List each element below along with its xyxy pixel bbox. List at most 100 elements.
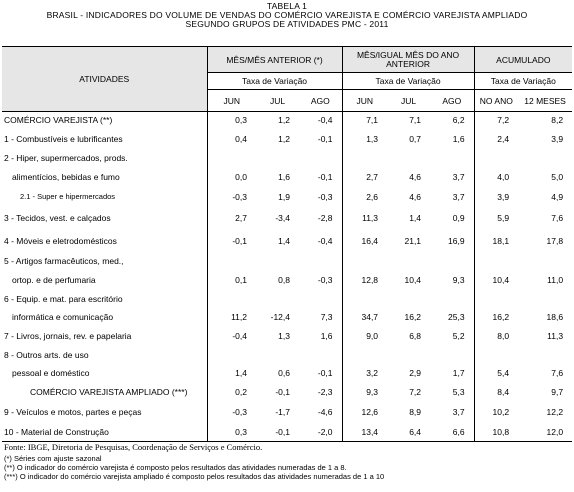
value-cell: 16,4: [361, 235, 379, 246]
value-cell: 10,2: [492, 407, 510, 417]
table-row: ortop. e de perfumaria 0,1 0,8 -0,3 12,8 10,4…: [2, 270, 572, 290]
value-cell: 1,6: [430, 128, 475, 149]
value-cell: -0,3: [299, 186, 343, 207]
value-cell: [207, 290, 256, 308]
value-cell: 16,9: [430, 229, 475, 252]
value-cell: [342, 252, 387, 271]
value-cell: [387, 149, 430, 168]
value-cell: 1,2: [278, 133, 290, 144]
row-label: 2.1 - Super e hipermercados: [2, 186, 208, 207]
value-cell: [342, 149, 387, 168]
value-cell: 0,2: [235, 386, 247, 397]
row-label: 3 - Tecidos, vest. e calçados: [2, 206, 208, 230]
month-header: AGO: [430, 89, 475, 112]
value-cell: 18,6: [546, 311, 564, 322]
table-row: COMÉRCIO VAREJISTA (**) 0,3 1,2 -0,4 7,1 7,1 6…: [2, 111, 572, 129]
month-header: AGO: [299, 89, 343, 112]
value-cell: 9,3: [430, 270, 475, 290]
value-cell: 21,1: [404, 235, 422, 246]
value-cell: 0,7: [409, 133, 422, 144]
value-cell: [299, 289, 343, 308]
row-label: 5 - Artigos farmacêuticos, med.,: [2, 251, 208, 271]
table-title: TABELA 1: [266, 1, 308, 11]
value-cell: 25,3: [430, 307, 475, 326]
value-cell: 9,7: [551, 386, 564, 397]
value-cell: 12,2: [546, 407, 564, 417]
row-label: 1 - Combustíveis e lubrificantes: [2, 128, 208, 149]
value-cell: 2,9: [409, 367, 422, 378]
value-cell: 11,3: [547, 330, 564, 341]
value-cell: 34,7: [361, 311, 379, 322]
value-cell: 12,6: [361, 407, 379, 417]
value-cell: [430, 148, 475, 168]
value-cell: 3,9: [497, 191, 510, 202]
value-cell: [299, 251, 343, 271]
value-cell: 3,7: [430, 401, 475, 423]
value-cell: 8,0: [497, 330, 510, 341]
value-cell: 3,2: [366, 367, 379, 378]
value-cell: -4,6: [299, 401, 343, 423]
value-cell: -0,3: [232, 407, 247, 417]
value-cell: 0,1: [235, 275, 247, 285]
value-cell: 0,9: [430, 206, 475, 230]
value-cell: -1,7: [275, 407, 290, 417]
month-header: JUN: [342, 89, 388, 112]
row-label: pessoal e doméstico: [2, 363, 208, 382]
table-row: 10 - Material de Construção 0,3 -0,1 -2,0 13…: [2, 422, 573, 442]
value-cell: [430, 289, 475, 308]
table-row: 2 - Hiper, supermercados, prods.: [2, 148, 572, 168]
row-label: 6 - Equip. e mat. para escritório: [2, 289, 208, 308]
value-cell: -0,1: [299, 128, 343, 149]
value-cell: 4,0: [497, 172, 510, 182]
group-mes-ano-anterior: MÊS/IGUAL MÊS DO ANO ANTERIOR: [342, 46, 475, 73]
value-cell: 18,1: [492, 235, 510, 246]
value-cell: 8,9: [409, 407, 422, 417]
row-label: COMÉRCIO VAREJISTA AMPLIADO (***): [2, 381, 208, 402]
value-cell: 4,9: [551, 191, 564, 202]
value-cell: 12,8: [361, 275, 379, 285]
value-cell: 5,9: [497, 213, 510, 223]
value-cell: 11,2: [231, 311, 247, 322]
value-cell: [474, 149, 518, 168]
value-cell: 0,3: [207, 422, 256, 442]
table-row: 9 - Veículos e motos, partes e peças -0,3…: [2, 401, 572, 423]
value-cell: [342, 346, 387, 364]
value-cell: -12,4: [270, 311, 290, 322]
value-cell: -2,0: [299, 422, 343, 442]
value-cell: -0,1: [232, 235, 247, 246]
value-cell: [474, 346, 518, 364]
value-cell: 16,2: [404, 311, 422, 322]
footer-source: Fonte: IBGE, Diretoria de Pesquisas, Coo…: [4, 442, 263, 452]
value-cell: 1,9: [278, 191, 290, 202]
value-cell: [207, 346, 256, 364]
row-label: ortop. e de perfumaria: [2, 270, 208, 290]
table-row: 1 - Combustíveis e lubrificantes 0,4 1,2 -0…: [2, 128, 572, 149]
value-cell: 6,2: [430, 111, 475, 129]
value-cell: -0,1: [299, 167, 343, 187]
value-cell: 7,1: [409, 115, 422, 126]
value-cell: -0,1: [256, 422, 299, 442]
value-cell: -2,8: [299, 206, 343, 230]
table-row: pessoal e doméstico 1,4 0,6 -0,1 3,2 2,9 1,7 5,…: [2, 363, 572, 382]
value-cell: 0,3: [235, 115, 247, 126]
footer-note-2: (**) O indicador do comércio varejista é…: [4, 463, 347, 472]
value-cell: 7,3: [299, 307, 343, 326]
value-cell: 5,0: [551, 172, 564, 182]
table-row: 6 - Equip. e mat. para escritório: [2, 289, 572, 308]
value-cell: 4,6: [409, 191, 422, 202]
value-cell: [387, 252, 430, 271]
value-cell: -0,4: [299, 111, 343, 129]
table-subtitle: BRASIL - INDICADORES DO VOLUME DE VENDAS…: [46, 10, 528, 20]
value-cell: 12,0: [518, 422, 573, 442]
value-cell: -0,3: [299, 270, 343, 290]
value-cell: 4,6: [409, 172, 422, 182]
value-cell: [207, 149, 256, 168]
value-cell: [518, 252, 572, 271]
value-cell: 6,6: [430, 422, 475, 442]
table-row: 3 - Tecidos, vest. e calçados 2,7 -3,4 -2,8…: [2, 206, 572, 230]
value-cell: [474, 252, 518, 271]
value-cell: 7,6: [551, 213, 564, 223]
value-cell: -0,1: [299, 363, 343, 382]
value-cell: [518, 346, 572, 364]
value-cell: -3,4: [275, 213, 290, 223]
